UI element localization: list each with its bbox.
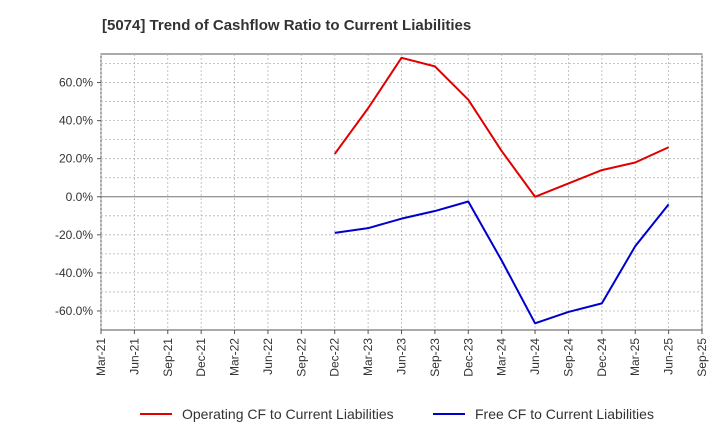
y-tick-label: 40.0% (59, 114, 93, 128)
x-tick-label: Sep-23 (428, 338, 442, 377)
x-axis: Mar-21 Jun-21 Sep-21 Dec-21 Mar-22 Jun-22 Sep-… (94, 330, 709, 377)
y-tick-label: -60.0% (55, 304, 93, 318)
series-layer (333, 56, 670, 325)
y-axis: 60.0% 40.0% 20.0% 0.0% -20.0% -40.0% -60.0% (55, 76, 101, 318)
legend-label: Operating CF to Current Liabilities (182, 406, 394, 422)
x-tick-label: Mar-23 (361, 338, 375, 376)
y-tick-label: -40.0% (55, 266, 93, 280)
x-tick-label: Sep-21 (161, 338, 175, 377)
y-tick-label: 60.0% (59, 76, 93, 90)
x-tick-label: Sep-22 (294, 338, 308, 377)
y-tick-label: 0.0% (66, 190, 94, 204)
y-tick-label: 20.0% (59, 152, 93, 166)
x-tick-label: Mar-22 (228, 338, 242, 376)
x-tick-label: Dec-24 (595, 338, 609, 377)
x-tick-label: Jun-23 (395, 338, 409, 375)
x-tick-label: Jun-21 (127, 338, 141, 375)
x-tick-label: Jun-24 (528, 338, 542, 375)
series-line-operating-cf (333, 56, 670, 198)
x-tick-label: Dec-23 (461, 338, 475, 377)
legend: Operating CF to Current Liabilities Free … (140, 406, 654, 422)
x-tick-label: Dec-21 (194, 338, 208, 377)
x-tick-label: Jun-22 (261, 338, 275, 375)
series-line-free-cf (334, 200, 670, 325)
x-tick-label: Sep-25 (695, 338, 709, 377)
chart-title: [5074] Trend of Cashflow Ratio to Curren… (102, 17, 471, 34)
y-tick-label: -20.0% (55, 228, 93, 242)
x-tick-label: Sep-24 (561, 338, 575, 377)
legend-label: Free CF to Current Liabilities (475, 406, 654, 422)
x-tick-label: Mar-24 (495, 338, 509, 376)
x-tick-label: Jun-25 (662, 338, 676, 375)
x-tick-label: Dec-22 (328, 338, 342, 377)
x-tick-label: Mar-21 (94, 338, 108, 376)
grid-layer (100, 54, 703, 330)
x-tick-label: Mar-25 (628, 338, 642, 376)
